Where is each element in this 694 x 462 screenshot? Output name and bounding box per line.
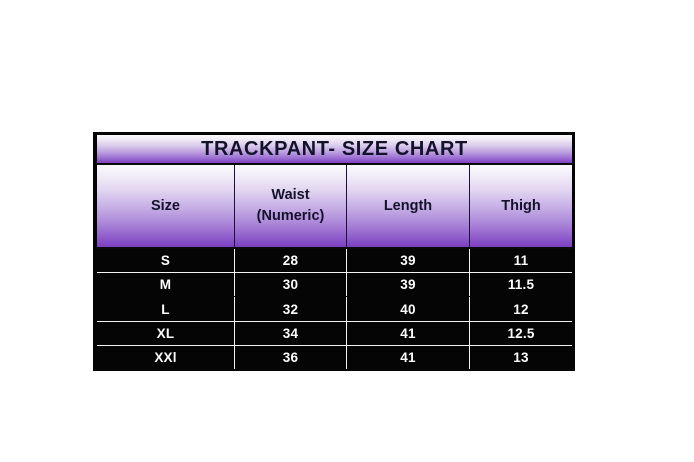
cell-waist: 30 [235,273,347,297]
table-body: S 28 39 11 M 30 39 11.5 L 32 40 12 XL 34… [97,249,572,370]
cell-waist: 36 [235,345,347,370]
header-label-length: Length [383,197,433,214]
cell-thigh: 11.5 [507,277,535,293]
cell-length: 41 [347,345,470,370]
cell-waist: 34 [235,321,347,345]
cell-waist: 28 [235,249,347,273]
table-row: XL 34 41 12.5 [97,321,572,346]
table-row: S 28 39 11 [97,249,572,274]
header-cell-size: Size [97,165,235,247]
chart-title-bar: TRACKPANT- SIZE CHART [97,135,572,165]
size-chart-table: TRACKPANT- SIZE CHART Size Waist (Numeri… [97,135,572,370]
table-row: XXl 36 41 13 [97,345,572,370]
cell-length: 39 [347,249,470,273]
cell-size: XL [97,321,235,345]
header-cell-waist: Waist (Numeric) [235,165,347,247]
table-row: L 32 40 12 [97,297,572,322]
header-label-waist-numeric: (Numeric) [256,208,325,224]
chart-title: TRACKPANT- SIZE CHART [201,137,468,160]
header-label-waist: Waist [271,187,310,204]
cell-length: 39 [347,273,470,297]
cell-size: L [97,297,235,321]
header-cell-length: Length [347,165,470,247]
header-cell-thigh: Thigh [470,165,572,247]
cell-thigh: 12 [513,301,529,317]
table-row: M 30 39 11.5 [97,273,572,297]
cell-thigh: 12.5 [507,325,535,341]
cell-size: XXl [97,345,235,370]
cell-thigh: 13 [513,349,529,365]
size-chart-plate: TRACKPANT- SIZE CHART Size Waist (Numeri… [93,132,575,371]
cell-thigh: 11 [513,253,529,269]
table-header-row: Size Waist (Numeric) Length Thigh [97,165,572,249]
cell-length: 40 [347,297,470,321]
cell-waist: 32 [235,297,347,321]
cell-length: 41 [347,321,470,345]
header-label-size: Size [150,197,180,214]
header-label-thigh: Thigh [501,197,541,214]
cell-size: S [97,249,235,273]
cell-size: M [97,273,235,297]
